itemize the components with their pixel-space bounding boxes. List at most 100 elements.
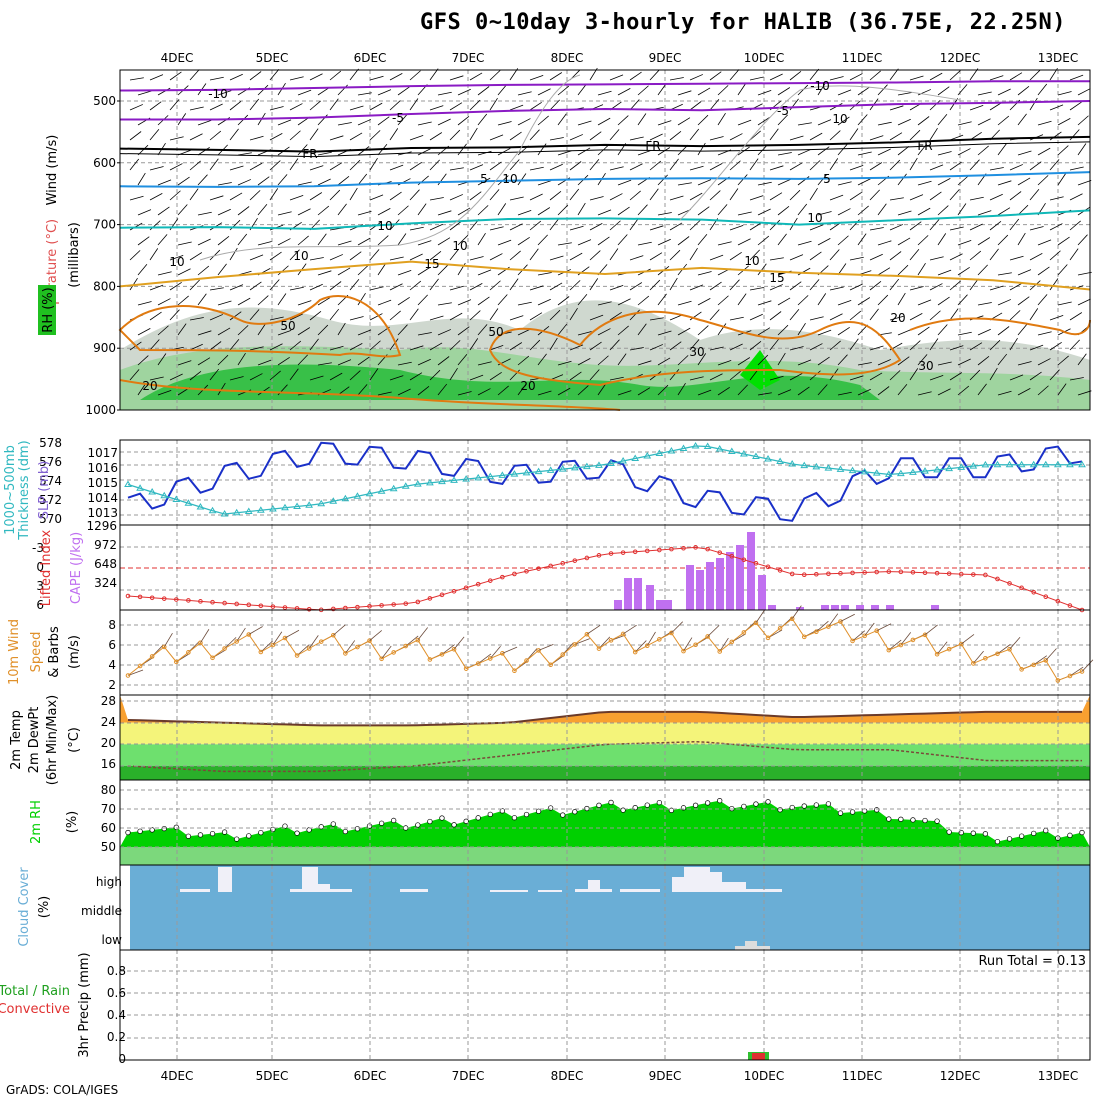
- rh-contour-label: 10: [832, 112, 847, 126]
- wind-barb: [877, 294, 889, 306]
- wind-barb: [477, 269, 492, 276]
- wind-barb: [757, 116, 770, 126]
- wind-barb: [949, 70, 961, 81]
- wind-barb: [497, 239, 512, 246]
- rh-marker: [234, 836, 240, 842]
- wind-barb: [177, 268, 191, 276]
- wind-barb: [257, 295, 269, 306]
- wind-barb: [909, 221, 922, 231]
- contour-label: -5: [777, 104, 789, 118]
- wind-barb: [537, 143, 547, 156]
- wind-barb: [949, 226, 964, 231]
- wind-barb: [689, 376, 704, 381]
- wind-barb: [809, 316, 824, 321]
- wind-barb: [657, 120, 672, 126]
- wind-barb: [1029, 188, 1040, 201]
- cloud-high-bar: [600, 889, 612, 892]
- wind-barb: [217, 90, 232, 96]
- wind-barb: [617, 115, 629, 126]
- wind-barb: [1077, 115, 1089, 126]
- wind-barb: [909, 248, 920, 261]
- wind-barb: [277, 238, 291, 246]
- wind-barb: [889, 68, 899, 81]
- wind-barb: [557, 387, 571, 396]
- wind-marker: [149, 654, 155, 659]
- wind-barb: [1037, 266, 1050, 276]
- wind-barb: [389, 164, 404, 171]
- wind-barb: [577, 331, 592, 336]
- wind-barb: [317, 178, 331, 186]
- wind-barb: [669, 341, 682, 351]
- wind-barb: [489, 253, 503, 261]
- wind-barb: [217, 263, 227, 276]
- wind-barb: [489, 70, 501, 81]
- wind-marker: [729, 639, 735, 645]
- wind-barb: [189, 69, 200, 81]
- wind-marker: [826, 624, 831, 629]
- wind-barb: [389, 72, 403, 81]
- wind-barb: [957, 148, 971, 156]
- rh-marker: [572, 809, 578, 815]
- wind-barb: [549, 137, 564, 141]
- wind-barb: [697, 87, 711, 96]
- wind-barb: [749, 222, 763, 231]
- slp-line: [127, 441, 1083, 522]
- wind-barb: [1049, 341, 1062, 351]
- wind-barb: [297, 354, 308, 366]
- li-marker: [1055, 598, 1061, 604]
- wind-barb: [529, 312, 543, 321]
- wind-barb: [829, 286, 844, 291]
- wind-barb: [637, 323, 647, 336]
- wind-barb: [1069, 339, 1080, 351]
- cape-bar: [856, 605, 864, 610]
- rh-marker: [354, 826, 361, 832]
- wind-barb: [429, 369, 441, 381]
- wind-barb: [569, 161, 582, 171]
- wind-barb: [329, 372, 343, 381]
- wind-barb: [837, 354, 848, 366]
- wind-barb: [797, 240, 812, 246]
- wind-barb: [757, 300, 772, 306]
- wind-barb: [657, 174, 668, 186]
- wind-barb: [689, 101, 702, 111]
- thickness-tick: 570: [39, 512, 62, 526]
- wind-barb: [329, 254, 344, 261]
- wind-marker: [632, 649, 638, 655]
- wind-barb: [277, 356, 290, 366]
- wind-barb: [509, 250, 521, 261]
- wind-barb: [157, 206, 170, 216]
- wind-barb: [937, 233, 947, 246]
- cape-bar: [841, 605, 849, 610]
- wind-barb: [969, 250, 982, 261]
- wind-barb: [929, 191, 942, 201]
- wind-barb: [717, 359, 732, 366]
- wind-barb: [129, 222, 143, 231]
- wind-barb: [157, 234, 168, 246]
- wind-barb: [677, 300, 692, 306]
- rh-contour-10: [199, 74, 581, 261]
- rh-marker: [330, 821, 336, 827]
- wind-barb: [1017, 361, 1032, 366]
- wind-barb: [569, 344, 584, 351]
- wind-barb: [517, 91, 532, 96]
- wind-barb-10m: [200, 629, 210, 644]
- wind-barb: [889, 224, 904, 231]
- wind-barb: [197, 211, 212, 216]
- li-marker: [765, 564, 771, 570]
- wind-barb: [957, 175, 969, 186]
- cape-bar: [747, 532, 755, 610]
- wind-barb-10m: [477, 653, 492, 664]
- wind-barb: [957, 121, 972, 126]
- wind-barb: [869, 280, 882, 291]
- wind-barb: [137, 209, 152, 216]
- wind-barb: [217, 182, 232, 186]
- wind-barb: [189, 317, 204, 321]
- wind-barb: [249, 98, 260, 111]
- wind-marker: [910, 637, 916, 643]
- wind-marker: [367, 638, 372, 643]
- wind-barb: [729, 251, 742, 261]
- contour-label: FR: [917, 139, 932, 153]
- wind-barb: [477, 150, 492, 156]
- wind-barb-10m: [127, 669, 144, 676]
- wind-barb: [537, 234, 548, 246]
